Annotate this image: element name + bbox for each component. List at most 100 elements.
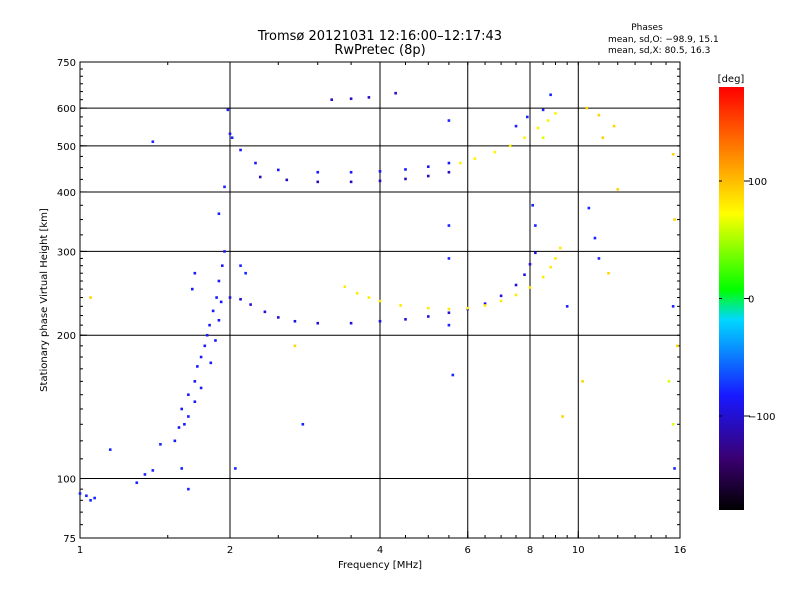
phases-x-stats: mean, sd,X: 80.5, 16.3 (608, 46, 710, 56)
data-point (93, 496, 96, 500)
colorbar (719, 87, 744, 510)
data-point (293, 344, 297, 348)
data-point (667, 380, 671, 383)
data-point (404, 318, 407, 321)
data-point (378, 179, 382, 183)
colorbar-label: [deg] (718, 74, 745, 85)
data-point (258, 175, 262, 179)
data-point (597, 257, 601, 260)
x-tick-label: 6 (465, 545, 471, 556)
data-point (349, 170, 353, 174)
y-tick-label: 600 (57, 104, 76, 115)
data-point (554, 112, 557, 115)
data-point (378, 299, 382, 303)
data-point (230, 136, 234, 140)
data-point (234, 467, 237, 470)
data-point (483, 302, 487, 305)
data-point (671, 152, 675, 156)
data-point (523, 136, 526, 140)
data-point (671, 305, 675, 308)
chart-subtitle: RwPretec (8p) (334, 43, 425, 58)
data-point (565, 305, 569, 308)
data-point (367, 296, 371, 299)
data-point (447, 170, 451, 174)
data-point (193, 271, 197, 275)
data-point (293, 319, 297, 323)
scatter-series (459, 112, 557, 165)
data-point (108, 448, 112, 451)
data-point (217, 279, 221, 283)
phases-o-stats: mean, sd,O: −98.9, 15.1 (608, 35, 719, 45)
data-point (217, 212, 221, 216)
data-point (399, 304, 402, 307)
data-point (355, 291, 359, 295)
data-point (159, 443, 162, 446)
x-tick-label: 16 (674, 545, 687, 556)
data-point (276, 168, 280, 172)
y-tick-label: 100 (57, 475, 76, 486)
data-point (514, 283, 518, 287)
y-tick-label: 300 (57, 247, 76, 258)
scatter-series (228, 251, 537, 325)
data-point (135, 481, 139, 485)
colorbar-tick-label: −100 (748, 412, 775, 423)
data-point (508, 144, 512, 148)
data-point (466, 306, 470, 310)
data-point (196, 365, 199, 368)
data-point (217, 318, 221, 322)
x-tick-label: 8 (527, 545, 533, 556)
data-point (187, 415, 190, 418)
y-axis-label: Stationary phase Virtual Height [km] (39, 208, 50, 392)
data-point (239, 148, 242, 152)
data-point (673, 467, 676, 470)
data-point (187, 393, 190, 397)
data-point (447, 119, 451, 122)
x-tick-label: 2 (227, 545, 233, 556)
scatter-series (173, 250, 226, 443)
colorbar-tick-label: 0 (748, 295, 754, 306)
data-point (525, 115, 529, 119)
data-point (211, 309, 215, 313)
data-point (205, 333, 209, 337)
data-point (528, 286, 532, 289)
data-point (541, 108, 545, 112)
data-point (301, 422, 305, 426)
data-point (316, 321, 320, 325)
data-point (349, 321, 353, 325)
data-point (671, 422, 675, 426)
data-point (447, 311, 451, 315)
data-point (209, 361, 213, 365)
data-point (534, 224, 537, 227)
data-point (585, 106, 589, 110)
data-point (78, 492, 82, 495)
data-point (426, 174, 430, 178)
data-point (349, 180, 353, 184)
data-point (228, 296, 232, 299)
data-point (612, 124, 616, 128)
data-point (426, 306, 430, 310)
data-point (285, 178, 289, 182)
data-point (473, 157, 477, 160)
data-point (177, 426, 181, 429)
scatter-series (228, 132, 451, 174)
data-point (426, 315, 430, 318)
phases-heading: Phases (631, 23, 663, 33)
data-point (499, 294, 503, 298)
data-point (215, 296, 218, 299)
data-point (549, 93, 552, 97)
data-point (199, 386, 203, 390)
data-point (601, 136, 605, 140)
scatter-series (343, 246, 562, 311)
data-point (330, 98, 334, 101)
data-point (514, 124, 518, 128)
data-point (378, 170, 382, 173)
data-point (528, 262, 532, 266)
data-point (447, 307, 451, 311)
data-point (239, 264, 242, 267)
data-point (173, 439, 177, 443)
data-point (523, 273, 526, 277)
y-tick-label: 200 (57, 331, 76, 342)
data-point (276, 316, 280, 319)
scatter-series (258, 170, 451, 184)
